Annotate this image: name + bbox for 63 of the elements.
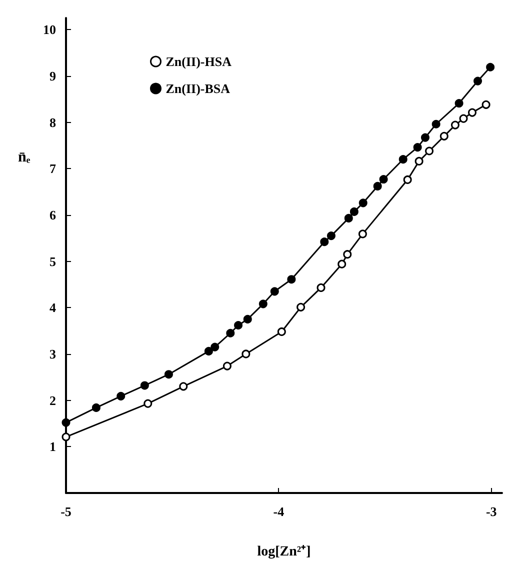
point <box>338 260 346 268</box>
point <box>350 207 358 216</box>
point <box>373 182 382 190</box>
point <box>468 108 476 117</box>
point <box>398 155 408 164</box>
y-tick-label: 2 <box>50 392 56 408</box>
point <box>222 362 232 370</box>
x-tick-label: -4 <box>273 504 285 519</box>
point <box>403 175 412 184</box>
point <box>316 283 326 292</box>
point <box>414 156 424 166</box>
y-tick-label: 8 <box>50 114 56 130</box>
y-axis-title: n̄ₑ <box>18 150 30 166</box>
y-tick-label: 6 <box>50 207 56 222</box>
point <box>164 370 173 379</box>
point <box>425 146 434 156</box>
point <box>116 392 126 400</box>
point <box>474 76 482 86</box>
point <box>358 198 368 208</box>
point <box>62 432 70 442</box>
point <box>258 300 268 308</box>
point <box>242 350 250 358</box>
point <box>287 275 296 284</box>
x-axis-title: log[Zn²⁺] <box>257 544 311 560</box>
point <box>432 120 440 128</box>
point <box>343 250 352 259</box>
y-tick-label: 1 <box>50 439 56 454</box>
x-tick-label: -5 <box>60 504 72 519</box>
point <box>486 62 495 72</box>
y-tick-label: 4 <box>50 300 56 316</box>
point <box>379 175 388 184</box>
point <box>243 314 252 324</box>
point <box>440 132 448 140</box>
point <box>210 342 220 352</box>
y-tick-label: 10 <box>43 22 56 38</box>
y-tick-label: 5 <box>50 254 56 269</box>
point <box>179 382 188 391</box>
point <box>454 99 464 108</box>
point <box>344 214 353 222</box>
y-tick-label: 7 <box>50 161 56 176</box>
point <box>204 346 213 356</box>
point <box>92 403 100 412</box>
legend-label: Zn(II)-BSA <box>166 81 231 96</box>
point <box>450 120 460 130</box>
point <box>296 302 306 312</box>
point <box>413 143 422 152</box>
point <box>62 418 70 427</box>
point <box>459 114 468 123</box>
legend-label: Zn(II)-HSA <box>166 54 232 69</box>
y-tick-label: 3 <box>50 346 56 362</box>
point <box>320 238 329 246</box>
point <box>140 381 149 390</box>
x-tick-label: -3 <box>486 504 498 519</box>
point <box>326 232 336 240</box>
y-tick-label: 9 <box>50 68 56 84</box>
point <box>234 320 243 330</box>
point <box>144 399 152 408</box>
point <box>226 328 235 338</box>
point <box>277 327 286 336</box>
point <box>420 133 430 142</box>
point <box>358 230 367 238</box>
point <box>482 100 490 109</box>
point <box>270 287 279 296</box>
